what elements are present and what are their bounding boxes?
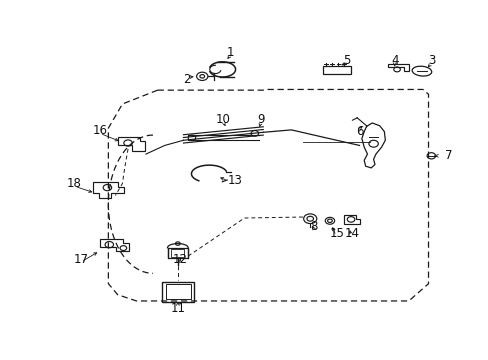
Text: 15: 15: [329, 227, 344, 240]
Text: 14: 14: [344, 227, 359, 240]
Text: 13: 13: [227, 174, 242, 187]
Text: 3: 3: [427, 54, 435, 67]
Text: 2: 2: [183, 73, 191, 86]
Text: 16: 16: [92, 124, 107, 137]
Text: 6: 6: [355, 125, 363, 138]
Text: 1: 1: [226, 46, 234, 59]
Text: 9: 9: [257, 113, 264, 126]
Bar: [323, 66, 350, 73]
Text: 7: 7: [444, 149, 451, 162]
Text: 5: 5: [343, 54, 350, 67]
Text: 12: 12: [172, 253, 187, 266]
Bar: [167, 248, 188, 258]
Bar: [166, 284, 190, 299]
Text: 11: 11: [170, 302, 185, 315]
Text: 4: 4: [390, 54, 398, 67]
Bar: [171, 249, 184, 257]
Text: 17: 17: [74, 253, 88, 266]
Text: 10: 10: [216, 113, 230, 126]
Text: 8: 8: [310, 220, 317, 233]
Bar: [162, 282, 194, 302]
Text: 18: 18: [67, 177, 82, 190]
